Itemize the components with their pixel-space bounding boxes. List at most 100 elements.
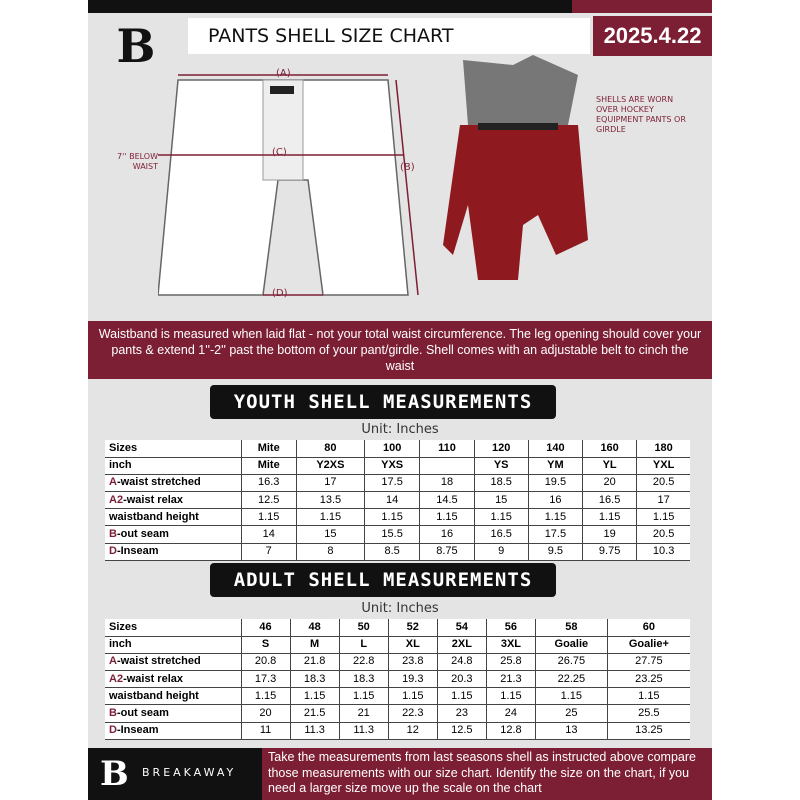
- youth-table: Sizes Mite 80 100 110 120 140 160 180 inch Mite Y2X…: [105, 440, 690, 561]
- table-row: inch S M L XL 2XL 3XL Goalie Goalie+: [105, 636, 690, 654]
- measure-label: -waist relax: [123, 493, 183, 506]
- top-bar-accent: [572, 0, 712, 13]
- table-cell: 15: [473, 491, 529, 510]
- table-cell: 25.5: [606, 704, 690, 723]
- table-cell: 26.75: [534, 653, 608, 672]
- row-label: D-Inseam: [105, 722, 241, 740]
- table-cell: 8.75: [419, 543, 475, 561]
- shell-note: SHELLS ARE WORN OVER HOCKEY EQUIPMENT PA…: [596, 95, 686, 134]
- measure-key: A: [109, 655, 117, 668]
- table-cell: 16.3: [240, 474, 297, 493]
- table-cell: 8: [295, 543, 365, 561]
- measure-label: inch: [109, 638, 132, 651]
- hockey-shell-photo: [443, 55, 588, 280]
- measure-label: Sizes: [109, 441, 138, 454]
- table-cell: 1.15: [534, 687, 608, 706]
- table-cell: 1.15: [289, 687, 340, 706]
- table-cell: 2XL: [436, 636, 487, 654]
- table-cell: 11.3: [338, 722, 389, 740]
- table-cell: 1.15: [636, 508, 690, 527]
- table-cell: 15.5: [363, 525, 420, 544]
- youth-unit: Unit: Inches: [361, 422, 439, 437]
- row-label: Sizes: [105, 440, 241, 458]
- table-cell: Mite: [240, 457, 297, 475]
- measure-key: D: [109, 545, 117, 558]
- page-title: PANTS SHELL SIZE CHART: [188, 18, 590, 54]
- row-label: inch: [105, 457, 241, 475]
- table-row: D-Inseam 7 8 8.5 8.75 9 9.5 9.75 10.3: [105, 543, 690, 561]
- table-cell: 21: [338, 704, 389, 723]
- table-cell: YM: [527, 457, 583, 475]
- table-cell: 60: [606, 619, 690, 637]
- table-cell: 140: [527, 440, 583, 458]
- measure-key: A2: [109, 493, 124, 506]
- table-cell: 58: [534, 619, 608, 637]
- table-cell: 120: [473, 440, 529, 458]
- table-row: A2-waist relax 17.3 18.3 18.3 19.3 20.3 21.3 22…: [105, 670, 690, 689]
- table-cell: 15: [295, 525, 365, 544]
- measure-label: -waist stretched: [116, 655, 201, 668]
- table-cell: 25.8: [485, 653, 536, 672]
- row-label: A-waist stretched: [105, 474, 241, 493]
- table-cell: 46: [240, 619, 291, 637]
- table-cell: YXS: [363, 457, 420, 475]
- table-row: B-out seam 14 15 15.5 16 16.5 17.5 19 20.5: [105, 525, 690, 544]
- table-row: B-out seam 20 21.5 21 22.3 23 24 25 25.5: [105, 704, 690, 723]
- table-row: waistband height 1.15 1.15 1.15 1.15 1.15 1.15…: [105, 508, 690, 527]
- table-cell: 50: [338, 619, 389, 637]
- table-cell: 14.5: [419, 491, 475, 510]
- table-row: inch Mite Y2XS YXS YS YM YL YXL: [105, 457, 690, 475]
- table-cell: 16: [419, 525, 475, 544]
- measure-label: waistband height: [109, 510, 199, 523]
- table-cell: 10.3: [636, 543, 690, 561]
- table-cell: YS: [473, 457, 529, 475]
- table-cell: 1.15: [485, 687, 536, 706]
- row-label: B-out seam: [105, 525, 241, 544]
- table-cell: 9.75: [582, 543, 637, 561]
- table-cell: 23.8: [387, 653, 438, 672]
- table-cell: 17: [295, 474, 365, 493]
- row-label: waistband height: [105, 508, 241, 527]
- table-row: Sizes Mite 80 100 110 120 140 160 180: [105, 440, 690, 458]
- adult-table: Sizes 46 48 50 52 54 56 58 60 inch S M L XL 2XL 3XL Goal…: [105, 619, 690, 740]
- table-cell: 110: [419, 440, 475, 458]
- measure-label: Sizes: [109, 620, 138, 633]
- table-cell: 21.8: [289, 653, 340, 672]
- measure-label: -Inseam: [116, 545, 159, 558]
- table-cell: 1.15: [338, 687, 389, 706]
- top-bar: [88, 0, 712, 13]
- label-b: (B): [400, 162, 415, 173]
- table-cell: 16.5: [473, 525, 529, 544]
- row-label: A2-waist relax: [105, 670, 241, 689]
- row-label: Sizes: [105, 619, 241, 637]
- measure-key: A2: [109, 672, 124, 685]
- table-cell: YL: [582, 457, 637, 475]
- table-cell: 1.15: [582, 508, 637, 527]
- size-chart-page: B PANTS SHELL SIZE CHART 2025.4.22 (A) (…: [88, 0, 712, 800]
- label-a: (A): [276, 68, 291, 79]
- table-cell: 17: [636, 491, 690, 510]
- adult-heading: ADULT SHELL MEASUREMENTS: [210, 563, 556, 597]
- table-cell: 17.5: [363, 474, 420, 493]
- table-cell: 18: [419, 474, 475, 493]
- table-cell: 100: [363, 440, 420, 458]
- measure-key: A: [109, 476, 117, 489]
- adult-unit: Unit: Inches: [361, 601, 439, 616]
- table-cell: 24: [485, 704, 536, 723]
- table-row: D-Inseam 11 11.3 11.3 12 12.5 12.8 13 13.25: [105, 722, 690, 740]
- measure-label: inch: [109, 459, 132, 472]
- table-cell: 11: [240, 722, 291, 740]
- table-cell: 20: [240, 704, 291, 723]
- footer-brand-name: BREAKAWAY: [142, 766, 237, 779]
- label-d: (D): [272, 288, 288, 299]
- table-cell: 7: [240, 543, 297, 561]
- table-row: A-waist stretched 16.3 17 17.5 18 18.5 19.5 20 2…: [105, 474, 690, 493]
- measure-label: -out seam: [116, 528, 169, 541]
- table-cell: 80: [295, 440, 365, 458]
- table-cell: 12.5: [240, 491, 297, 510]
- table-cell: 54: [436, 619, 487, 637]
- measure-label: -out seam: [116, 707, 169, 720]
- table-cell: 1.15: [473, 508, 529, 527]
- measure-label: -Inseam: [116, 724, 159, 737]
- measure-key: B: [109, 528, 117, 541]
